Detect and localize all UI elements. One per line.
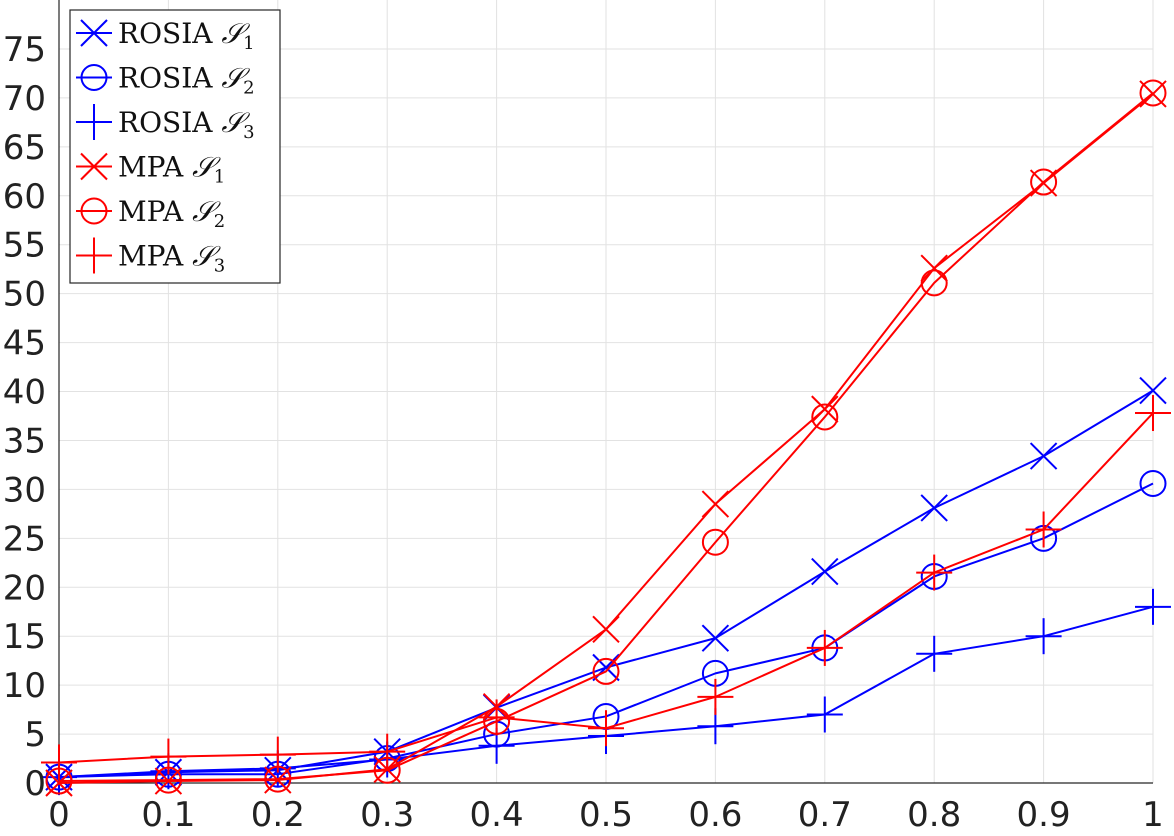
data-point: [701, 528, 729, 556]
y-tick-label: 45: [3, 324, 46, 364]
data-point: [41, 744, 77, 781]
y-tick-label: 40: [3, 373, 46, 413]
legend-marker: [80, 152, 108, 181]
data-point: [806, 696, 843, 733]
data-point: [1135, 395, 1171, 432]
data-point: [369, 733, 406, 770]
data-point: [592, 657, 620, 685]
data-point: [588, 710, 624, 747]
data-point: [916, 635, 953, 672]
data-point: [592, 615, 620, 644]
x-tick-label: 0.6: [688, 795, 742, 832]
legend-entry: MPA 𝒮3: [76, 237, 225, 277]
y-tick-label: 70: [3, 79, 46, 119]
y-tick-label: 5: [24, 715, 46, 755]
y-tick-label: 10: [3, 666, 46, 706]
marker-stroke: [920, 494, 948, 522]
x-tick-label: 0.7: [798, 795, 852, 832]
legend-entry: MPA 𝒮1: [76, 151, 225, 188]
legend-label: MPA 𝒮3: [118, 240, 225, 277]
legend-label: ROSIA 𝒮2: [118, 62, 255, 99]
data-point: [1029, 442, 1058, 470]
x-tick-label: 0.5: [579, 795, 633, 832]
legend-entry: MPA 𝒮2: [76, 195, 225, 232]
data-point: [811, 403, 839, 431]
legend: ROSIA 𝒮1 ROSIA 𝒮2 ROSIA 𝒮3 MPA 𝒮1 MPA 𝒮2 MPA …: [69, 9, 281, 284]
axes-layer: [58, 0, 1153, 784]
legend-label: ROSIA 𝒮1: [118, 17, 255, 54]
data-point: [916, 554, 953, 591]
series-layer: [41, 79, 1171, 797]
x-tick-label: 0.9: [1017, 795, 1071, 832]
data-point: [701, 624, 730, 652]
marker-stroke: [592, 615, 620, 644]
x-tick-label: 0.4: [470, 795, 524, 832]
y-tick-label: 35: [3, 421, 46, 461]
legend-label: MPA 𝒮1: [118, 151, 225, 188]
data-point: [1025, 511, 1062, 548]
marker-stroke: [80, 152, 108, 181]
x-tick-label: 0.1: [141, 795, 195, 832]
data-point: [811, 395, 839, 423]
legend-box: [69, 9, 281, 284]
data-point: [1025, 618, 1062, 655]
legend-marker: [80, 19, 108, 47]
y-tick-label: 55: [3, 226, 46, 266]
y-tick-label: 20: [3, 568, 46, 608]
y-tick-label: 75: [3, 30, 46, 70]
legend-marker: [76, 237, 112, 274]
series-mpa-s3: [41, 395, 1171, 781]
data-point: [45, 769, 73, 797]
marker-stroke: [920, 254, 948, 282]
legend-marker: [80, 64, 108, 91]
y-tick-label: 15: [3, 617, 46, 657]
marker-stroke: [811, 557, 839, 586]
data-point: [697, 678, 734, 715]
marker-stroke: [1029, 442, 1058, 470]
tick-label-layer: 0 0.1 0.2 0.3 0.4 0.5 0.6 0.7 0.8 0.9 105101520253…: [3, 30, 1164, 835]
data-point: [1139, 79, 1167, 107]
legend-label: MPA 𝒮2: [118, 195, 225, 232]
marker-stroke: [45, 769, 73, 797]
marker-stroke: [811, 395, 839, 423]
series-line: [58, 92, 1154, 783]
x-tick-label: 0.8: [907, 795, 961, 832]
marker-stroke: [80, 19, 108, 47]
data-point: [1139, 470, 1167, 498]
x-tick-label: 1: [1142, 795, 1164, 832]
marker-stroke: [701, 490, 730, 518]
y-tick-label: 25: [3, 519, 46, 559]
data-point: [1139, 376, 1167, 405]
data-point: [1135, 588, 1171, 625]
data-point: [920, 254, 948, 282]
data-point: [920, 494, 948, 522]
legend-entry: ROSIA 𝒮2: [76, 62, 255, 99]
y-tick-label: 0: [24, 764, 46, 804]
marker-stroke: [1139, 376, 1167, 405]
x-tick-label: 0.2: [251, 795, 305, 832]
data-point: [701, 490, 730, 518]
data-point: [150, 738, 187, 775]
data-point: [1030, 168, 1058, 196]
y-tick-label: 60: [3, 177, 46, 217]
legend-entry: ROSIA 𝒮1: [76, 17, 255, 54]
data-point: [811, 557, 839, 586]
data-point: [806, 629, 843, 666]
data-point: [478, 699, 515, 736]
y-tick-label: 65: [3, 128, 46, 168]
marker-stroke: [701, 624, 730, 652]
legend-entry: ROSIA 𝒮3: [76, 104, 255, 143]
legend-marker: [80, 197, 108, 225]
legend-label: ROSIA 𝒮3: [118, 106, 255, 143]
data-point: [259, 736, 296, 773]
x-tick-label: 0: [48, 795, 70, 832]
x-tick-label: 0.3: [360, 795, 414, 832]
legend-marker: [76, 104, 112, 140]
y-tick-label: 30: [3, 470, 46, 510]
data-point: [920, 269, 948, 297]
y-tick-label: 50: [3, 275, 46, 315]
